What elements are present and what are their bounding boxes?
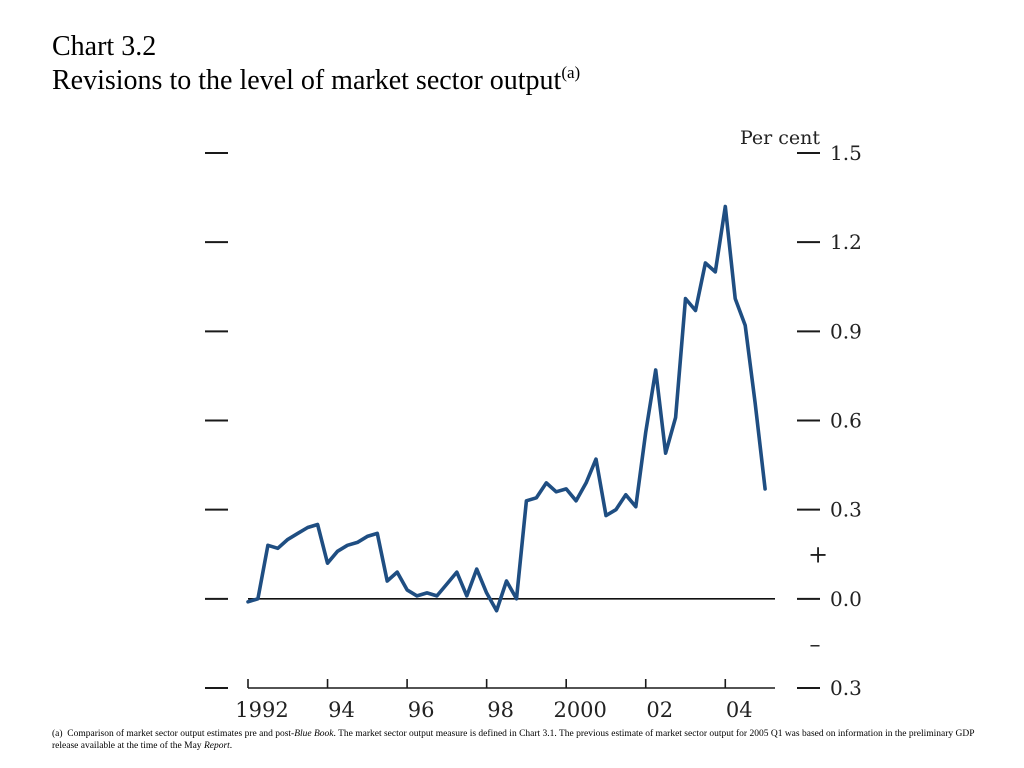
series-line (248, 207, 765, 611)
y-axis-label: Per cent (740, 127, 820, 149)
y-tick-label: 1.2 (830, 230, 862, 254)
y-tick-label: 0.3 (830, 498, 862, 522)
y-tick-label: 0.6 (830, 409, 862, 433)
minus-sign-marker: – (810, 632, 821, 657)
x-tick-label: 2000 (553, 698, 606, 720)
line-chart: 0.3 0.0 0.3 0.6 0.9 1.2 1.5 Per cent + – 1992 94 96 9… (0, 0, 1024, 720)
footnote-italic-blue-book: Blue Book (294, 729, 333, 739)
x-tick-label: 96 (408, 698, 435, 720)
x-tick-label: 02 (646, 698, 673, 720)
footnote-text-1: Comparison of market sector output estim… (67, 729, 294, 739)
footnote-text-3: . (230, 741, 232, 751)
footnote: (a) Comparison of market sector output e… (52, 728, 1002, 752)
y-tick-label: 1.5 (830, 141, 862, 165)
x-tick-label: 98 (487, 698, 514, 720)
footnote-marker: (a) (52, 729, 63, 739)
plus-sign-marker: + (808, 540, 828, 568)
y-tick-label: 0.3 (830, 676, 862, 700)
y-tick-label: 0.9 (830, 319, 862, 343)
x-tick-label: 04 (726, 698, 753, 720)
x-tick-label: 94 (328, 698, 355, 720)
y-tick-label: 0.0 (830, 587, 862, 611)
footnote-italic-report: Report (204, 741, 230, 751)
x-tick-label: 1992 (235, 698, 288, 720)
